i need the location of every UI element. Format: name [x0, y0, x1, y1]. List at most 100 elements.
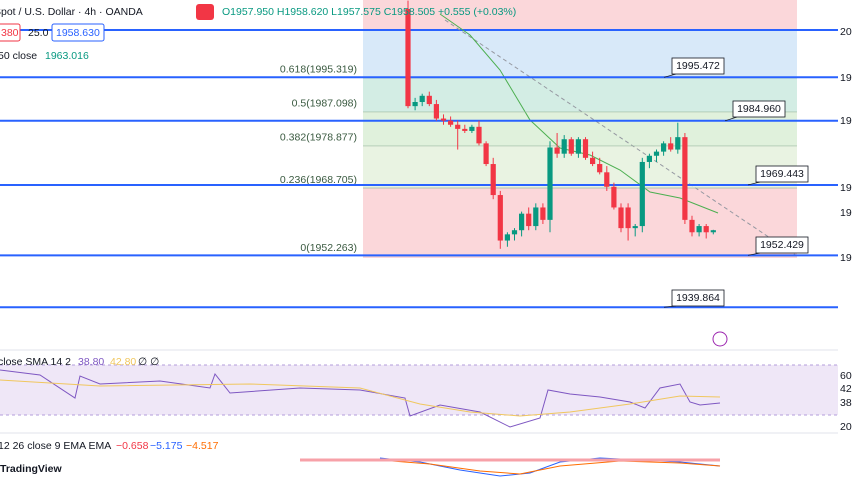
sell-price: 380: [1, 27, 19, 39]
rsi-label: close SMA 14 2: [0, 356, 71, 368]
sma-label: 50 close: [0, 50, 37, 62]
candle-body: [582, 139, 589, 158]
candle-body: [625, 207, 631, 229]
callout-label: 1939.864: [676, 292, 720, 304]
callout-box: [732, 100, 786, 118]
candle-body: [455, 124, 461, 129]
candle-body: [554, 147, 560, 154]
candle-body: [462, 128, 468, 131]
callout-label: 1969.443: [760, 168, 804, 180]
fib-label: 0.5(1987.098): [292, 98, 357, 110]
fib-zone: [363, 0, 797, 30]
rsi-extra: ∅ ∅: [138, 356, 159, 368]
candle-body: [568, 139, 574, 154]
buy-button[interactable]: [51, 23, 105, 42]
candle-body: [490, 164, 496, 196]
candle-body: [497, 195, 503, 241]
callout-leader: [663, 73, 677, 78]
axis-label: 19: [840, 72, 852, 84]
candle-body: [696, 226, 702, 233]
callout-label: 1984.960: [737, 103, 781, 115]
fib-label: 0(1952.263): [300, 242, 357, 254]
axis-label: 38: [840, 397, 852, 409]
candle-body: [519, 213, 525, 231]
candle-body: [661, 143, 667, 152]
candle-body: [540, 207, 546, 220]
spread: 25.0: [28, 27, 49, 39]
candle-body: [575, 139, 581, 154]
fib-label: 0.618(1995.319): [280, 64, 357, 76]
candle-body: [646, 155, 652, 162]
callout-label: 1952.429: [760, 239, 804, 251]
candle-body: [419, 95, 425, 102]
candle-body: [668, 143, 674, 150]
buy-price: 1958.630: [56, 27, 100, 39]
candle-body: [710, 230, 716, 233]
candle-body: [675, 137, 681, 150]
trend-line: [444, 19, 798, 257]
candle-body: [412, 101, 418, 107]
hist-value: −4.517: [186, 440, 219, 452]
candle-body: [504, 234, 510, 241]
fib-label: 0.382(1978.877): [280, 132, 357, 144]
candle-body: [547, 147, 553, 220]
rsi-sma-value: 42.80: [110, 356, 136, 368]
symbol: Spot / U.S. Dollar · 4h · OANDA: [0, 6, 143, 18]
sell-button[interactable]: [0, 23, 21, 42]
candle-body: [476, 126, 482, 144]
macd-value: −0.658: [116, 440, 149, 452]
candle-body: [618, 207, 624, 229]
macd-label: 12 26 close 9 EMA EMA: [0, 440, 111, 452]
rsi-value: 38.80: [78, 356, 104, 368]
fib-zone: [363, 30, 797, 78]
callout-box: [755, 236, 809, 254]
candle-body: [433, 104, 439, 119]
axis-label: 60: [840, 370, 852, 382]
candle-body: [561, 139, 567, 154]
candle-body: [682, 137, 688, 220]
candle-body: [440, 118, 447, 121]
callout-box: [671, 289, 725, 307]
candle-body: [526, 213, 532, 227]
axis-label: 19: [840, 252, 852, 264]
alert-icon[interactable]: [196, 4, 214, 20]
ohlc: O1957.950 H1958.620 L1957.575 C1958.505 …: [222, 6, 516, 18]
candle-body: [611, 186, 617, 208]
axis-label: 19: [840, 115, 852, 127]
rsi-band: [0, 365, 840, 415]
candle-body: [448, 120, 454, 125]
rsi-line: [0, 369, 721, 428]
fib-zone: [363, 188, 797, 258]
signal-value: −5.175: [150, 440, 183, 452]
candle-body: [426, 95, 432, 105]
candle-body: [689, 219, 695, 233]
sma-value: 1963.016: [45, 50, 89, 62]
axis-label: 42: [840, 383, 852, 395]
rsi-sma: [0, 379, 721, 417]
candle-body: [483, 143, 489, 165]
callout-leader: [747, 181, 761, 186]
candle-body: [632, 226, 638, 229]
candle-body: [639, 161, 645, 227]
fib-label: 0.236(1968.705): [280, 174, 357, 186]
candle-body: [653, 151, 660, 156]
axis-label: 20: [840, 26, 852, 38]
callout-box: [755, 165, 809, 183]
signal-line: [379, 459, 721, 475]
axis-label: 19: [840, 182, 852, 194]
logo: TradingView: [0, 463, 62, 475]
candle-body: [703, 226, 709, 233]
candle-body: [597, 164, 603, 173]
price-axis: [838, 0, 852, 485]
candle-body: [405, 8, 411, 107]
candle-body: [590, 157, 596, 165]
axis-label: 20: [840, 421, 852, 433]
candle-body: [511, 230, 518, 235]
candle-body: [469, 126, 475, 131]
sma-line: [439, 13, 719, 214]
fib-zone: [363, 78, 797, 112]
axis-label: 19: [840, 207, 852, 219]
candle-body: [533, 207, 539, 227]
lightning-icon[interactable]: [712, 331, 728, 347]
